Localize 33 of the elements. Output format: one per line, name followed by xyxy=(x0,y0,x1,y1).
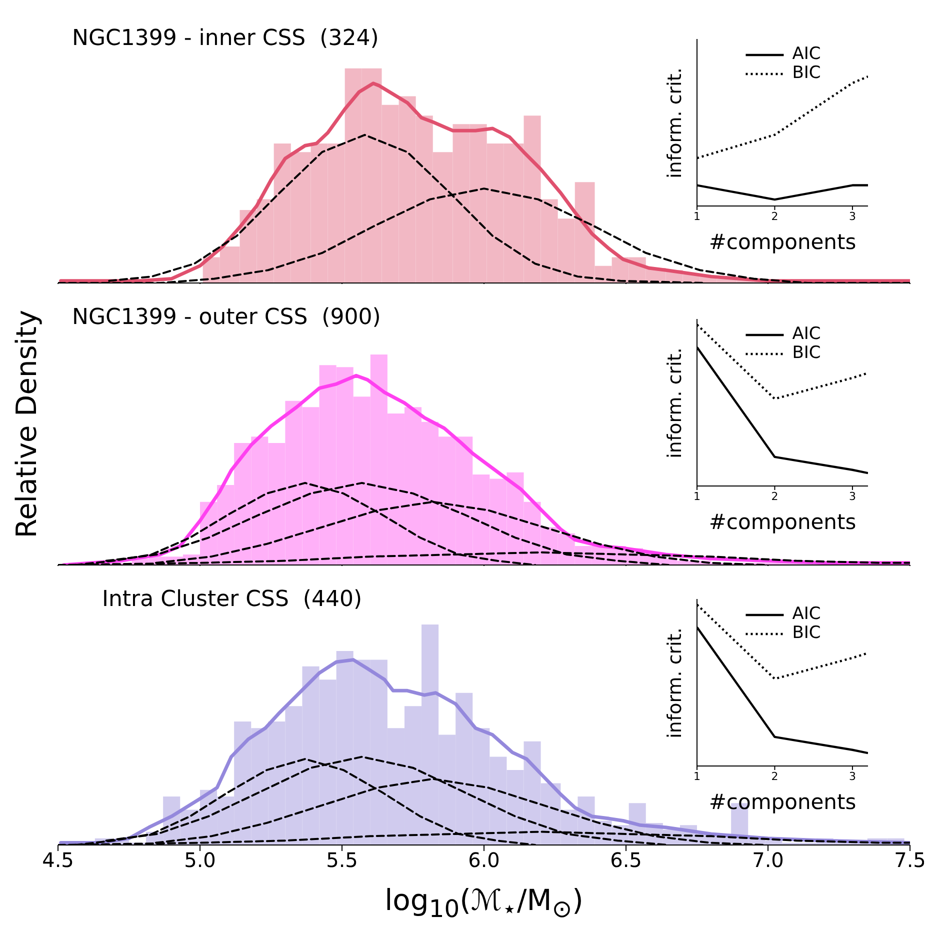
y-axis-title: inform. crit. xyxy=(664,347,686,458)
x-tick-label: 3 xyxy=(848,770,856,783)
legend-label: AIC xyxy=(792,44,821,64)
x-tick-label: 3 xyxy=(848,210,856,223)
x-tick-label: 5.0 xyxy=(184,848,216,872)
x-axis-title: #components xyxy=(708,790,856,814)
x-tick-label: 6.0 xyxy=(468,848,500,872)
chart-title: NGC1399 - outer CSS (900) xyxy=(72,305,381,330)
x-tick-label: 4.5 xyxy=(42,848,74,872)
y-axis-title: inform. crit. xyxy=(664,627,686,738)
x-tick-label: 2 xyxy=(771,490,778,503)
x-tick-label: 6.5 xyxy=(610,848,642,872)
x-tick-label: 1 xyxy=(694,770,700,783)
y-axis-title: Relative Density xyxy=(10,310,43,538)
y-axis-title: inform. crit. xyxy=(664,67,686,178)
x-tick-label: 3 xyxy=(848,490,856,503)
legend-label: AIC xyxy=(792,324,821,344)
legend-label: BIC xyxy=(792,343,821,363)
x-tick-label: 5.5 xyxy=(326,848,358,872)
x-axis-title: #components xyxy=(708,230,856,254)
x-tick-label: 2 xyxy=(771,770,778,783)
chart-title: NGC1399 - inner CSS (324) xyxy=(72,26,379,51)
x-tick-label: 7.0 xyxy=(752,848,784,872)
chart-title: Intra Cluster CSS (440) xyxy=(102,587,362,612)
x-axis-title: log$_{10}$(ℳ$_{⋆}$/M$_{⊙}$) xyxy=(384,883,584,923)
x-tick-label: 7.5 xyxy=(894,848,926,872)
legend-label: BIC xyxy=(792,63,821,83)
x-tick-label: 1 xyxy=(694,210,700,223)
x-tick-label: 2 xyxy=(771,210,778,223)
x-axis-title: #components xyxy=(708,510,856,534)
legend-label: AIC xyxy=(792,604,821,624)
legend-label: BIC xyxy=(792,623,821,643)
x-tick-label: 1 xyxy=(694,490,700,503)
